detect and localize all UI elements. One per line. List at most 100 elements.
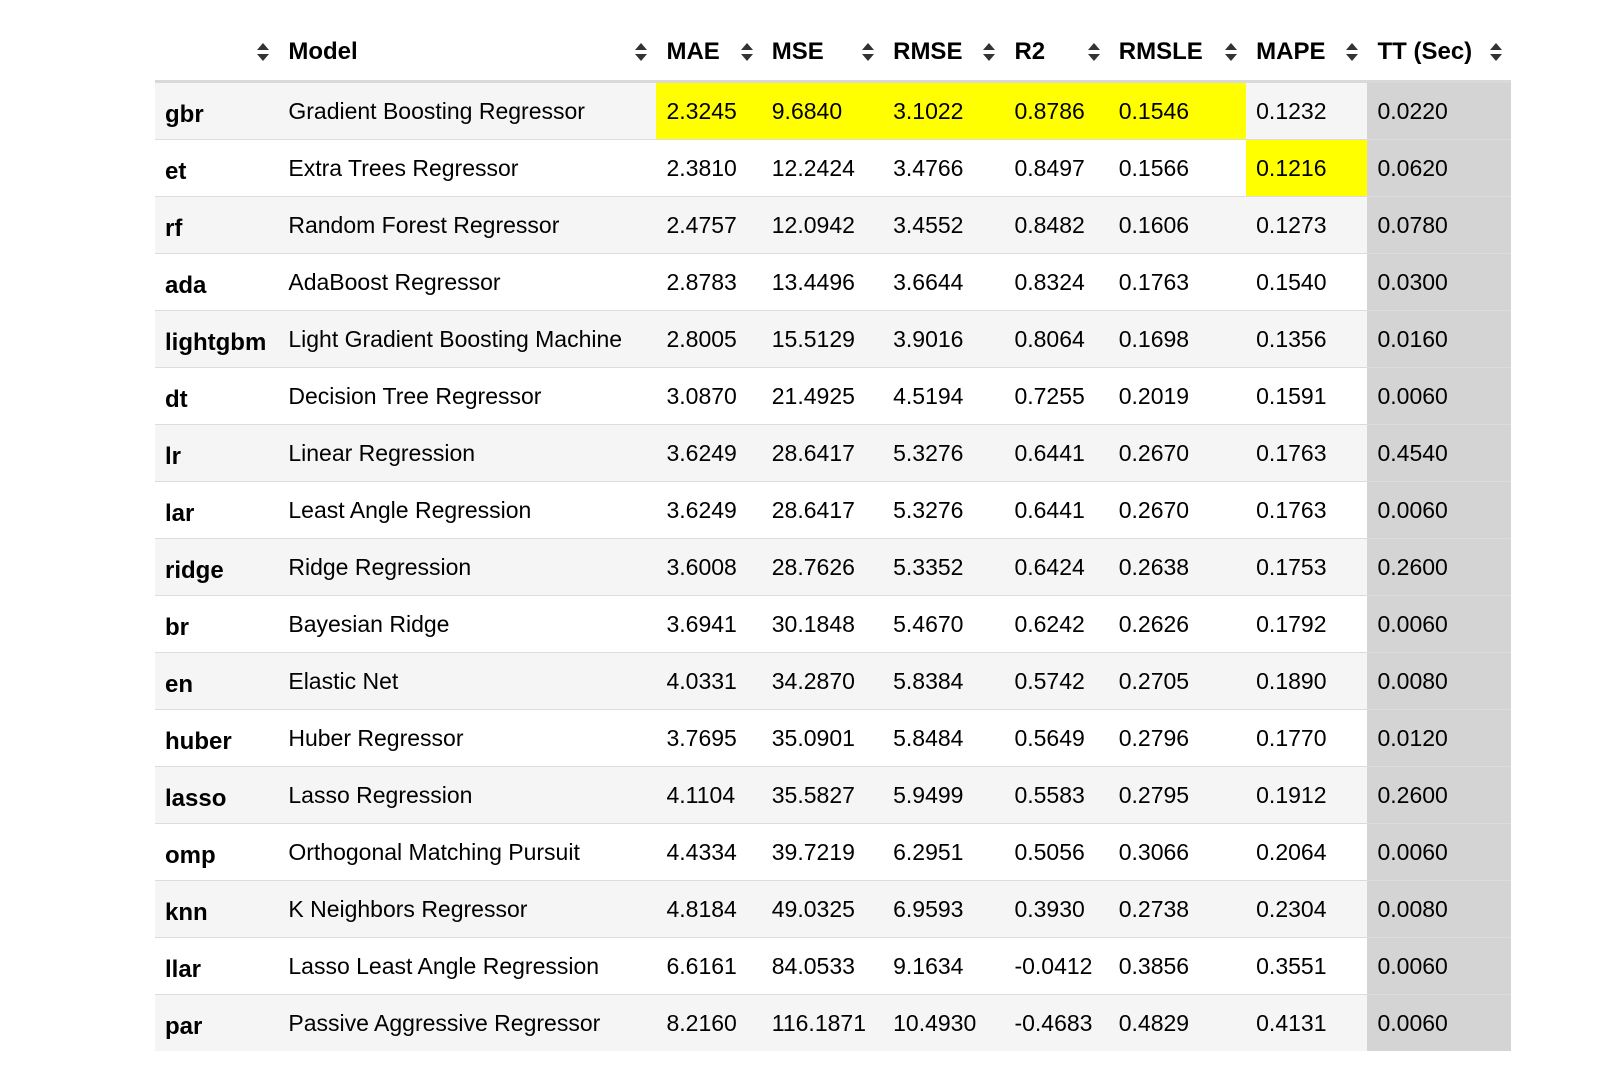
cell-mae: 3.6941 xyxy=(656,595,762,653)
cell-model: Extra Trees Regressor xyxy=(278,139,657,197)
table-row: dt Decision Tree Regressor 3.0870 21.4925 4.… xyxy=(155,367,1511,425)
row-index-label: gbr xyxy=(155,81,279,140)
cell-rmse: 5.3276 xyxy=(883,481,1005,539)
cell-rmse: 6.2951 xyxy=(883,823,1005,881)
cell-mae: 3.0870 xyxy=(656,367,762,425)
cell-model: Ridge Regression xyxy=(278,538,657,596)
column-header-id[interactable] xyxy=(155,24,279,83)
cell-rmsle: 0.3066 xyxy=(1108,823,1247,881)
cell-mape: 0.1540 xyxy=(1246,253,1368,311)
cell-mape: 0.3551 xyxy=(1246,937,1368,995)
cell-r2: 0.8324 xyxy=(1004,253,1109,311)
cell-tt: 0.2600 xyxy=(1367,766,1511,824)
cell-mape: 0.1273 xyxy=(1246,196,1368,254)
cell-rmse: 3.4552 xyxy=(883,196,1005,254)
cell-mae: 6.6161 xyxy=(656,937,762,995)
cell-mae: 3.6008 xyxy=(656,538,762,596)
cell-r2: 0.6441 xyxy=(1004,424,1109,482)
row-index-label: lr xyxy=(155,424,279,482)
sort-updown-icon[interactable] xyxy=(982,41,996,63)
cell-r2: 0.8786 xyxy=(1004,81,1109,140)
sort-updown-icon[interactable] xyxy=(1345,41,1359,63)
cell-mse: 28.6417 xyxy=(761,481,884,539)
cell-rmsle: 0.2795 xyxy=(1108,766,1247,824)
cell-rmsle: 0.1566 xyxy=(1108,139,1247,197)
column-header-rmse[interactable]: RMSE xyxy=(883,24,1005,83)
table-header: Model MAE MSE RMSE R2 RMSLE MAPE TT (Sec) xyxy=(155,24,1511,83)
cell-model: Huber Regressor xyxy=(278,709,657,767)
table-body: gbr Gradient Boosting Regressor 2.3245 9.68… xyxy=(155,81,1511,1051)
row-index-label: ridge xyxy=(155,538,279,596)
cell-mape: 0.1770 xyxy=(1246,709,1368,767)
cell-mae: 3.7695 xyxy=(656,709,762,767)
cell-mae: 2.3245 xyxy=(656,81,762,140)
cell-model: Decision Tree Regressor xyxy=(278,367,657,425)
cell-model: K Neighbors Regressor xyxy=(278,880,657,938)
cell-rmsle: 0.2796 xyxy=(1108,709,1247,767)
cell-r2: 0.8497 xyxy=(1004,139,1109,197)
column-header-rmsle[interactable]: RMSLE xyxy=(1108,24,1247,83)
cell-mae: 2.3810 xyxy=(656,139,762,197)
column-header-tt[interactable]: TT (Sec) xyxy=(1367,24,1511,83)
cell-rmse: 5.9499 xyxy=(883,766,1005,824)
cell-mape: 0.2304 xyxy=(1246,880,1368,938)
cell-mae: 4.1104 xyxy=(656,766,762,824)
cell-mse: 28.7626 xyxy=(761,538,884,596)
cell-mape: 0.1763 xyxy=(1246,424,1368,482)
cell-r2: 0.5742 xyxy=(1004,652,1109,710)
table-row: knn K Neighbors Regressor 4.8184 49.0325 6.9… xyxy=(155,880,1511,938)
column-header-label: RMSLE xyxy=(1118,38,1203,65)
sort-updown-icon[interactable] xyxy=(634,41,648,63)
sort-updown-icon[interactable] xyxy=(861,41,875,63)
column-header-mae[interactable]: MAE xyxy=(656,24,762,83)
table-row: en Elastic Net 4.0331 34.2870 5.8384 0.5742 0.… xyxy=(155,652,1511,710)
cell-mse: 15.5129 xyxy=(761,310,884,368)
cell-rmsle: 0.2670 xyxy=(1108,481,1247,539)
cell-rmse: 3.1022 xyxy=(883,81,1005,140)
cell-tt: 0.4540 xyxy=(1367,424,1511,482)
cell-r2: 0.6424 xyxy=(1004,538,1109,596)
table-row: omp Orthogonal Matching Pursuit 4.4334 39.7… xyxy=(155,823,1511,881)
column-header-mape[interactable]: MAPE xyxy=(1246,24,1368,83)
sort-updown-icon[interactable] xyxy=(1087,41,1101,63)
cell-mse: 9.6840 xyxy=(761,81,884,140)
cell-tt: 0.2600 xyxy=(1367,538,1511,596)
table-row: lr Linear Regression 3.6249 28.6417 5.3276 0.… xyxy=(155,424,1511,482)
column-header-model[interactable]: Model xyxy=(278,24,657,83)
table-row: rf Random Forest Regressor 2.4757 12.0942 3.… xyxy=(155,196,1511,254)
table-row: ada AdaBoost Regressor 2.8783 13.4496 3.6644… xyxy=(155,253,1511,311)
cell-rmsle: 0.1698 xyxy=(1108,310,1247,368)
cell-r2: -0.4683 xyxy=(1004,994,1109,1051)
row-index-label: huber xyxy=(155,709,279,767)
cell-model: Least Angle Regression xyxy=(278,481,657,539)
cell-rmsle: 0.2626 xyxy=(1108,595,1247,653)
sort-updown-icon[interactable] xyxy=(740,41,754,63)
cell-model: Orthogonal Matching Pursuit xyxy=(278,823,657,881)
cell-rmse: 10.4930 xyxy=(883,994,1005,1051)
cell-mae: 4.4334 xyxy=(656,823,762,881)
table-row: br Bayesian Ridge 3.6941 30.1848 5.4670 0.624… xyxy=(155,595,1511,653)
table-row: gbr Gradient Boosting Regressor 2.3245 9.68… xyxy=(155,81,1511,140)
cell-mse: 35.5827 xyxy=(761,766,884,824)
column-header-label: Model xyxy=(288,38,358,65)
cell-model: Linear Regression xyxy=(278,424,657,482)
column-header-mse[interactable]: MSE xyxy=(761,24,884,83)
cell-r2: 0.7255 xyxy=(1004,367,1109,425)
row-index-label: br xyxy=(155,595,279,653)
column-header-r2[interactable]: R2 xyxy=(1004,24,1109,83)
table-row: lar Least Angle Regression 3.6249 28.6417 5.… xyxy=(155,481,1511,539)
cell-mse: 116.1871 xyxy=(761,994,884,1051)
cell-rmsle: 0.1546 xyxy=(1108,81,1247,140)
cell-mape: 0.1763 xyxy=(1246,481,1368,539)
cell-rmsle: 0.2638 xyxy=(1108,538,1247,596)
sort-updown-icon[interactable] xyxy=(256,41,270,63)
cell-mse: 39.7219 xyxy=(761,823,884,881)
row-index-label: ada xyxy=(155,253,279,311)
sort-updown-icon[interactable] xyxy=(1224,41,1238,63)
cell-r2: 0.6242 xyxy=(1004,595,1109,653)
sort-updown-icon[interactable] xyxy=(1489,41,1503,63)
cell-rmse: 3.9016 xyxy=(883,310,1005,368)
cell-mse: 49.0325 xyxy=(761,880,884,938)
cell-mae: 4.8184 xyxy=(656,880,762,938)
cell-rmse: 5.8384 xyxy=(883,652,1005,710)
